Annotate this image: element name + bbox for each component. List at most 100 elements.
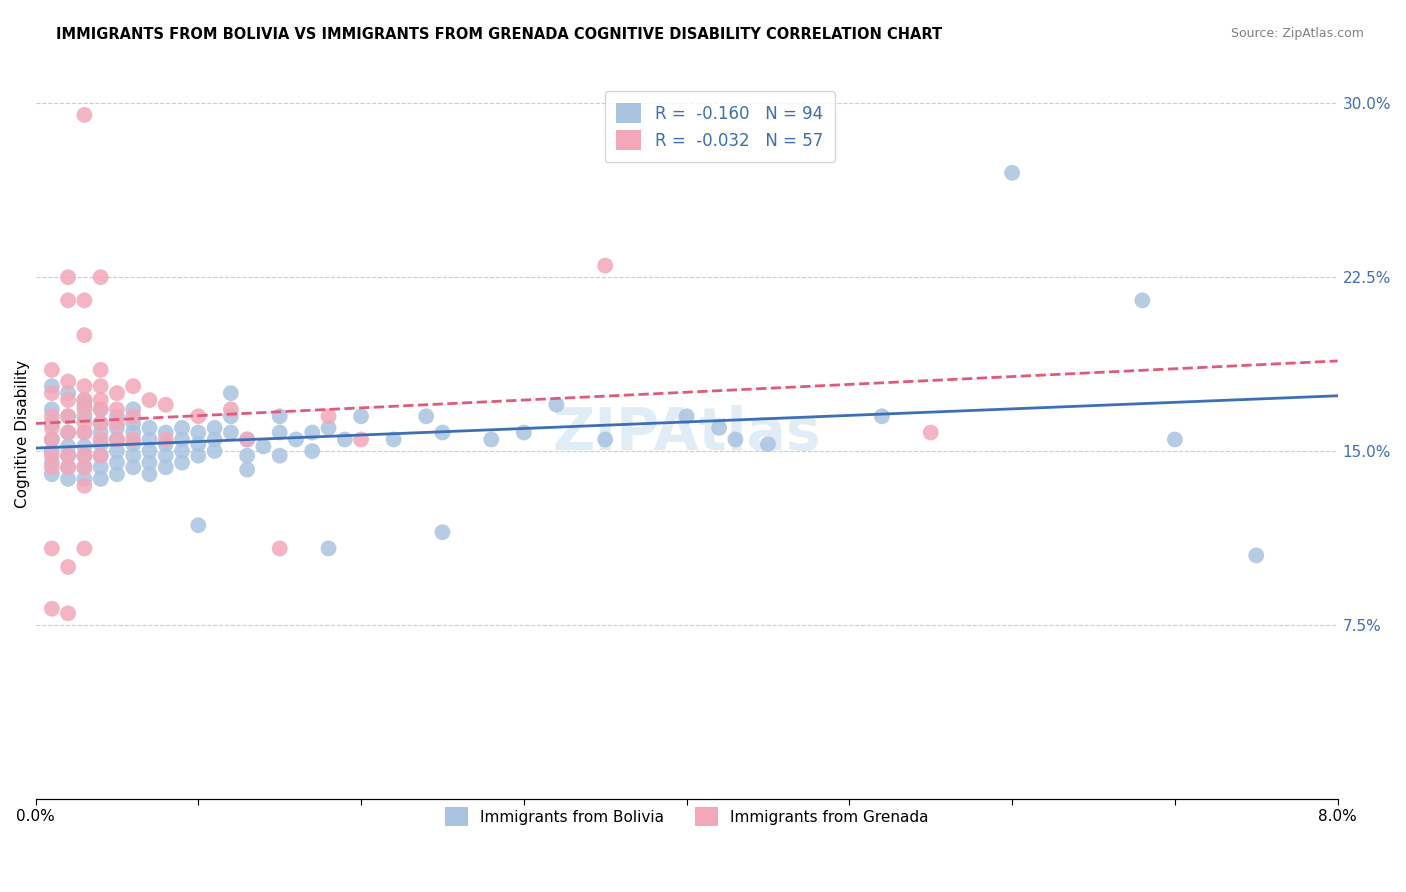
Point xyxy=(236,433,259,447)
Point xyxy=(41,467,63,482)
Point xyxy=(73,416,96,430)
Point xyxy=(41,433,63,447)
Point xyxy=(90,416,112,430)
Point xyxy=(56,560,79,574)
Point xyxy=(90,460,112,475)
Point xyxy=(593,259,616,273)
Point xyxy=(56,460,79,475)
Point xyxy=(73,460,96,475)
Point xyxy=(333,433,356,447)
Point xyxy=(122,425,145,440)
Point xyxy=(105,444,128,458)
Point xyxy=(1130,293,1153,308)
Point xyxy=(105,402,128,417)
Point xyxy=(756,437,779,451)
Point xyxy=(105,433,128,447)
Point xyxy=(73,449,96,463)
Point xyxy=(41,460,63,475)
Point xyxy=(122,460,145,475)
Point xyxy=(105,456,128,470)
Point xyxy=(252,439,274,453)
Point xyxy=(90,437,112,451)
Text: Source: ZipAtlas.com: Source: ZipAtlas.com xyxy=(1230,27,1364,40)
Point xyxy=(187,437,209,451)
Point xyxy=(155,398,177,412)
Point xyxy=(105,416,128,430)
Point xyxy=(73,409,96,424)
Point xyxy=(73,293,96,308)
Point xyxy=(73,479,96,493)
Text: ZIPAtlas: ZIPAtlas xyxy=(553,405,821,462)
Point xyxy=(269,449,291,463)
Point xyxy=(41,444,63,458)
Point xyxy=(73,328,96,343)
Point xyxy=(170,421,193,435)
Point xyxy=(90,433,112,447)
Point xyxy=(73,541,96,556)
Point xyxy=(56,392,79,407)
Point xyxy=(318,541,340,556)
Point xyxy=(90,270,112,285)
Text: IMMIGRANTS FROM BOLIVIA VS IMMIGRANTS FROM GRENADA COGNITIVE DISABILITY CORRELAT: IMMIGRANTS FROM BOLIVIA VS IMMIGRANTS FR… xyxy=(56,27,942,42)
Point xyxy=(105,467,128,482)
Point xyxy=(73,402,96,417)
Point xyxy=(122,409,145,424)
Point xyxy=(122,379,145,393)
Point xyxy=(350,433,373,447)
Point xyxy=(546,398,568,412)
Point xyxy=(138,456,160,470)
Point xyxy=(301,444,323,458)
Point xyxy=(415,409,437,424)
Point xyxy=(41,402,63,417)
Point xyxy=(73,425,96,440)
Point xyxy=(170,444,193,458)
Point xyxy=(236,462,259,476)
Point xyxy=(73,108,96,122)
Point xyxy=(90,402,112,417)
Point xyxy=(41,449,63,463)
Point xyxy=(432,525,454,540)
Point xyxy=(138,467,160,482)
Point xyxy=(56,409,79,424)
Point xyxy=(318,409,340,424)
Point xyxy=(41,433,63,447)
Point xyxy=(56,607,79,621)
Point xyxy=(675,409,697,424)
Point xyxy=(1001,166,1024,180)
Point xyxy=(155,433,177,447)
Point xyxy=(920,425,942,440)
Point xyxy=(56,425,79,440)
Point xyxy=(56,409,79,424)
Point xyxy=(187,518,209,533)
Point xyxy=(56,472,79,486)
Point xyxy=(155,437,177,451)
Point xyxy=(90,363,112,377)
Point xyxy=(41,363,63,377)
Point xyxy=(593,433,616,447)
Point xyxy=(41,386,63,401)
Point xyxy=(1164,433,1187,447)
Legend: Immigrants from Bolivia, Immigrants from Grenada: Immigrants from Bolivia, Immigrants from… xyxy=(436,798,938,835)
Point xyxy=(105,386,128,401)
Point xyxy=(122,437,145,451)
Point xyxy=(122,433,145,447)
Point xyxy=(90,392,112,407)
Point xyxy=(219,402,242,417)
Point xyxy=(73,439,96,453)
Point xyxy=(56,270,79,285)
Point xyxy=(41,379,63,393)
Point xyxy=(138,444,160,458)
Point xyxy=(105,409,128,424)
Point xyxy=(1244,549,1267,563)
Point xyxy=(56,449,79,463)
Point xyxy=(105,421,128,435)
Point xyxy=(155,425,177,440)
Point xyxy=(73,425,96,440)
Point xyxy=(187,425,209,440)
Y-axis label: Cognitive Disability: Cognitive Disability xyxy=(15,359,30,508)
Point xyxy=(870,409,893,424)
Point xyxy=(41,601,63,615)
Point xyxy=(73,392,96,407)
Point xyxy=(56,375,79,389)
Point xyxy=(90,425,112,440)
